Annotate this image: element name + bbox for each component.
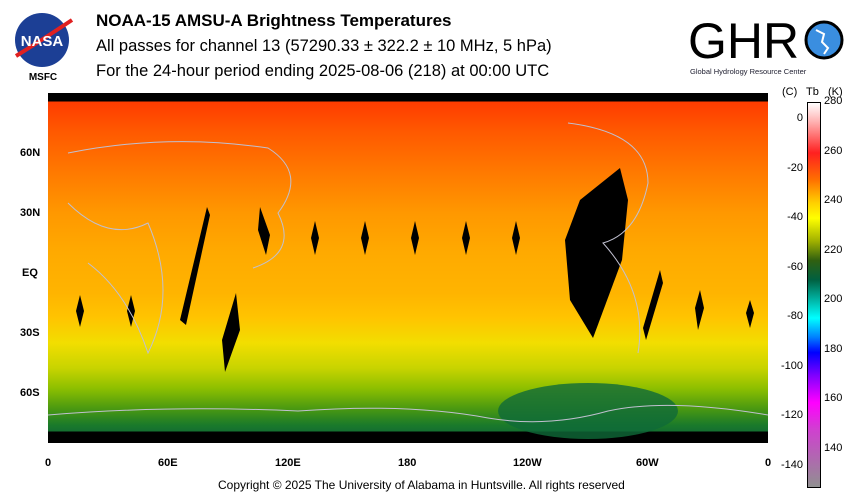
lat-tick: 30S: [20, 327, 40, 339]
colorbar-celsius-tick: -20: [787, 161, 803, 174]
lat-tick: 60S: [20, 387, 40, 399]
swath-gap: [361, 221, 369, 255]
swath-gap: [76, 295, 84, 327]
lon-tick: 60E: [158, 457, 178, 469]
lon-tick: 180: [398, 457, 417, 469]
swath-gap: [311, 221, 319, 255]
colorbar-celsius-tick: -60: [787, 260, 803, 273]
colorbar-celsius-tick: -80: [787, 310, 803, 323]
colorbar-celsius-tick: -100: [780, 359, 803, 372]
colorbar-kelvin-tick: 240: [824, 194, 843, 207]
colorbar-kelvin-tick: 220: [824, 243, 843, 256]
lon-tick: 0: [45, 457, 52, 469]
lon-tick: 0: [765, 457, 772, 469]
lon-tick: 120W: [513, 457, 542, 469]
brightness-temperature-map: [48, 93, 768, 443]
swath-gap: [127, 295, 135, 327]
swath-gap: [258, 207, 270, 255]
nasa-logo: NASA MSFC: [14, 13, 74, 82]
swath-gap: [462, 221, 470, 255]
ghrc-logo: GHR Global Hydrology Resource Center: [688, 13, 844, 76]
copyright: Copyright © 2025 The University of Alaba…: [218, 478, 625, 492]
swath-gap: [643, 270, 663, 340]
colorbar-kelvin-tick: 280: [824, 95, 843, 107]
swath-gap: [695, 290, 704, 330]
swath-gap: [565, 168, 628, 338]
cold-region-south-pacific: [498, 383, 678, 439]
swath-gap: [222, 293, 240, 372]
colorbar-celsius-tick: -40: [787, 211, 803, 224]
colorbar-celsius-tick: -140: [780, 458, 803, 471]
lat-tick: EQ: [22, 267, 38, 279]
lat-tick: 30N: [20, 207, 41, 219]
colorbar-celsius-header: (C): [782, 86, 798, 98]
swath-gap: [411, 221, 419, 255]
colorbar: [807, 102, 821, 488]
lat-tick: 60N: [20, 147, 41, 159]
channel-subtitle: All passes for channel 13 (57290.33 ± 32…: [96, 37, 552, 55]
colorbar-kelvin-tick: 140: [824, 441, 843, 454]
lon-tick: 60W: [636, 457, 659, 469]
lon-tick: 120E: [275, 457, 301, 469]
data-gaps: [76, 168, 754, 372]
colorbar-kelvin-tick: 180: [824, 342, 843, 355]
swath-gap: [512, 221, 520, 255]
swath-gap: [746, 300, 754, 328]
svg-text:NASA: NASA: [21, 33, 64, 50]
coastlines: [48, 122, 768, 423]
chart-title: NOAA-15 AMSU-A Brightness Temperatures: [96, 11, 452, 30]
colorbar-celsius-tick: -120: [780, 409, 803, 422]
svg-text:Global Hydrology Resource Cent: Global Hydrology Resource Center: [690, 67, 807, 76]
colorbar-celsius-tick: 0: [796, 111, 803, 124]
period-subtitle: For the 24-hour period ending 2025-08-06…: [96, 62, 550, 80]
colorbar-kelvin-header: (K): [828, 86, 843, 98]
colorbar-kelvin-tick: 160: [824, 392, 843, 405]
swath-gap: [180, 207, 210, 325]
colorbar-kelvin-tick: 200: [824, 293, 843, 306]
svg-text:GHR: GHR: [688, 13, 799, 69]
colorbar-tb-header: Tb: [806, 86, 819, 98]
svg-text:MSFC: MSFC: [29, 72, 57, 82]
colorbar-kelvin-tick: 260: [824, 144, 843, 157]
